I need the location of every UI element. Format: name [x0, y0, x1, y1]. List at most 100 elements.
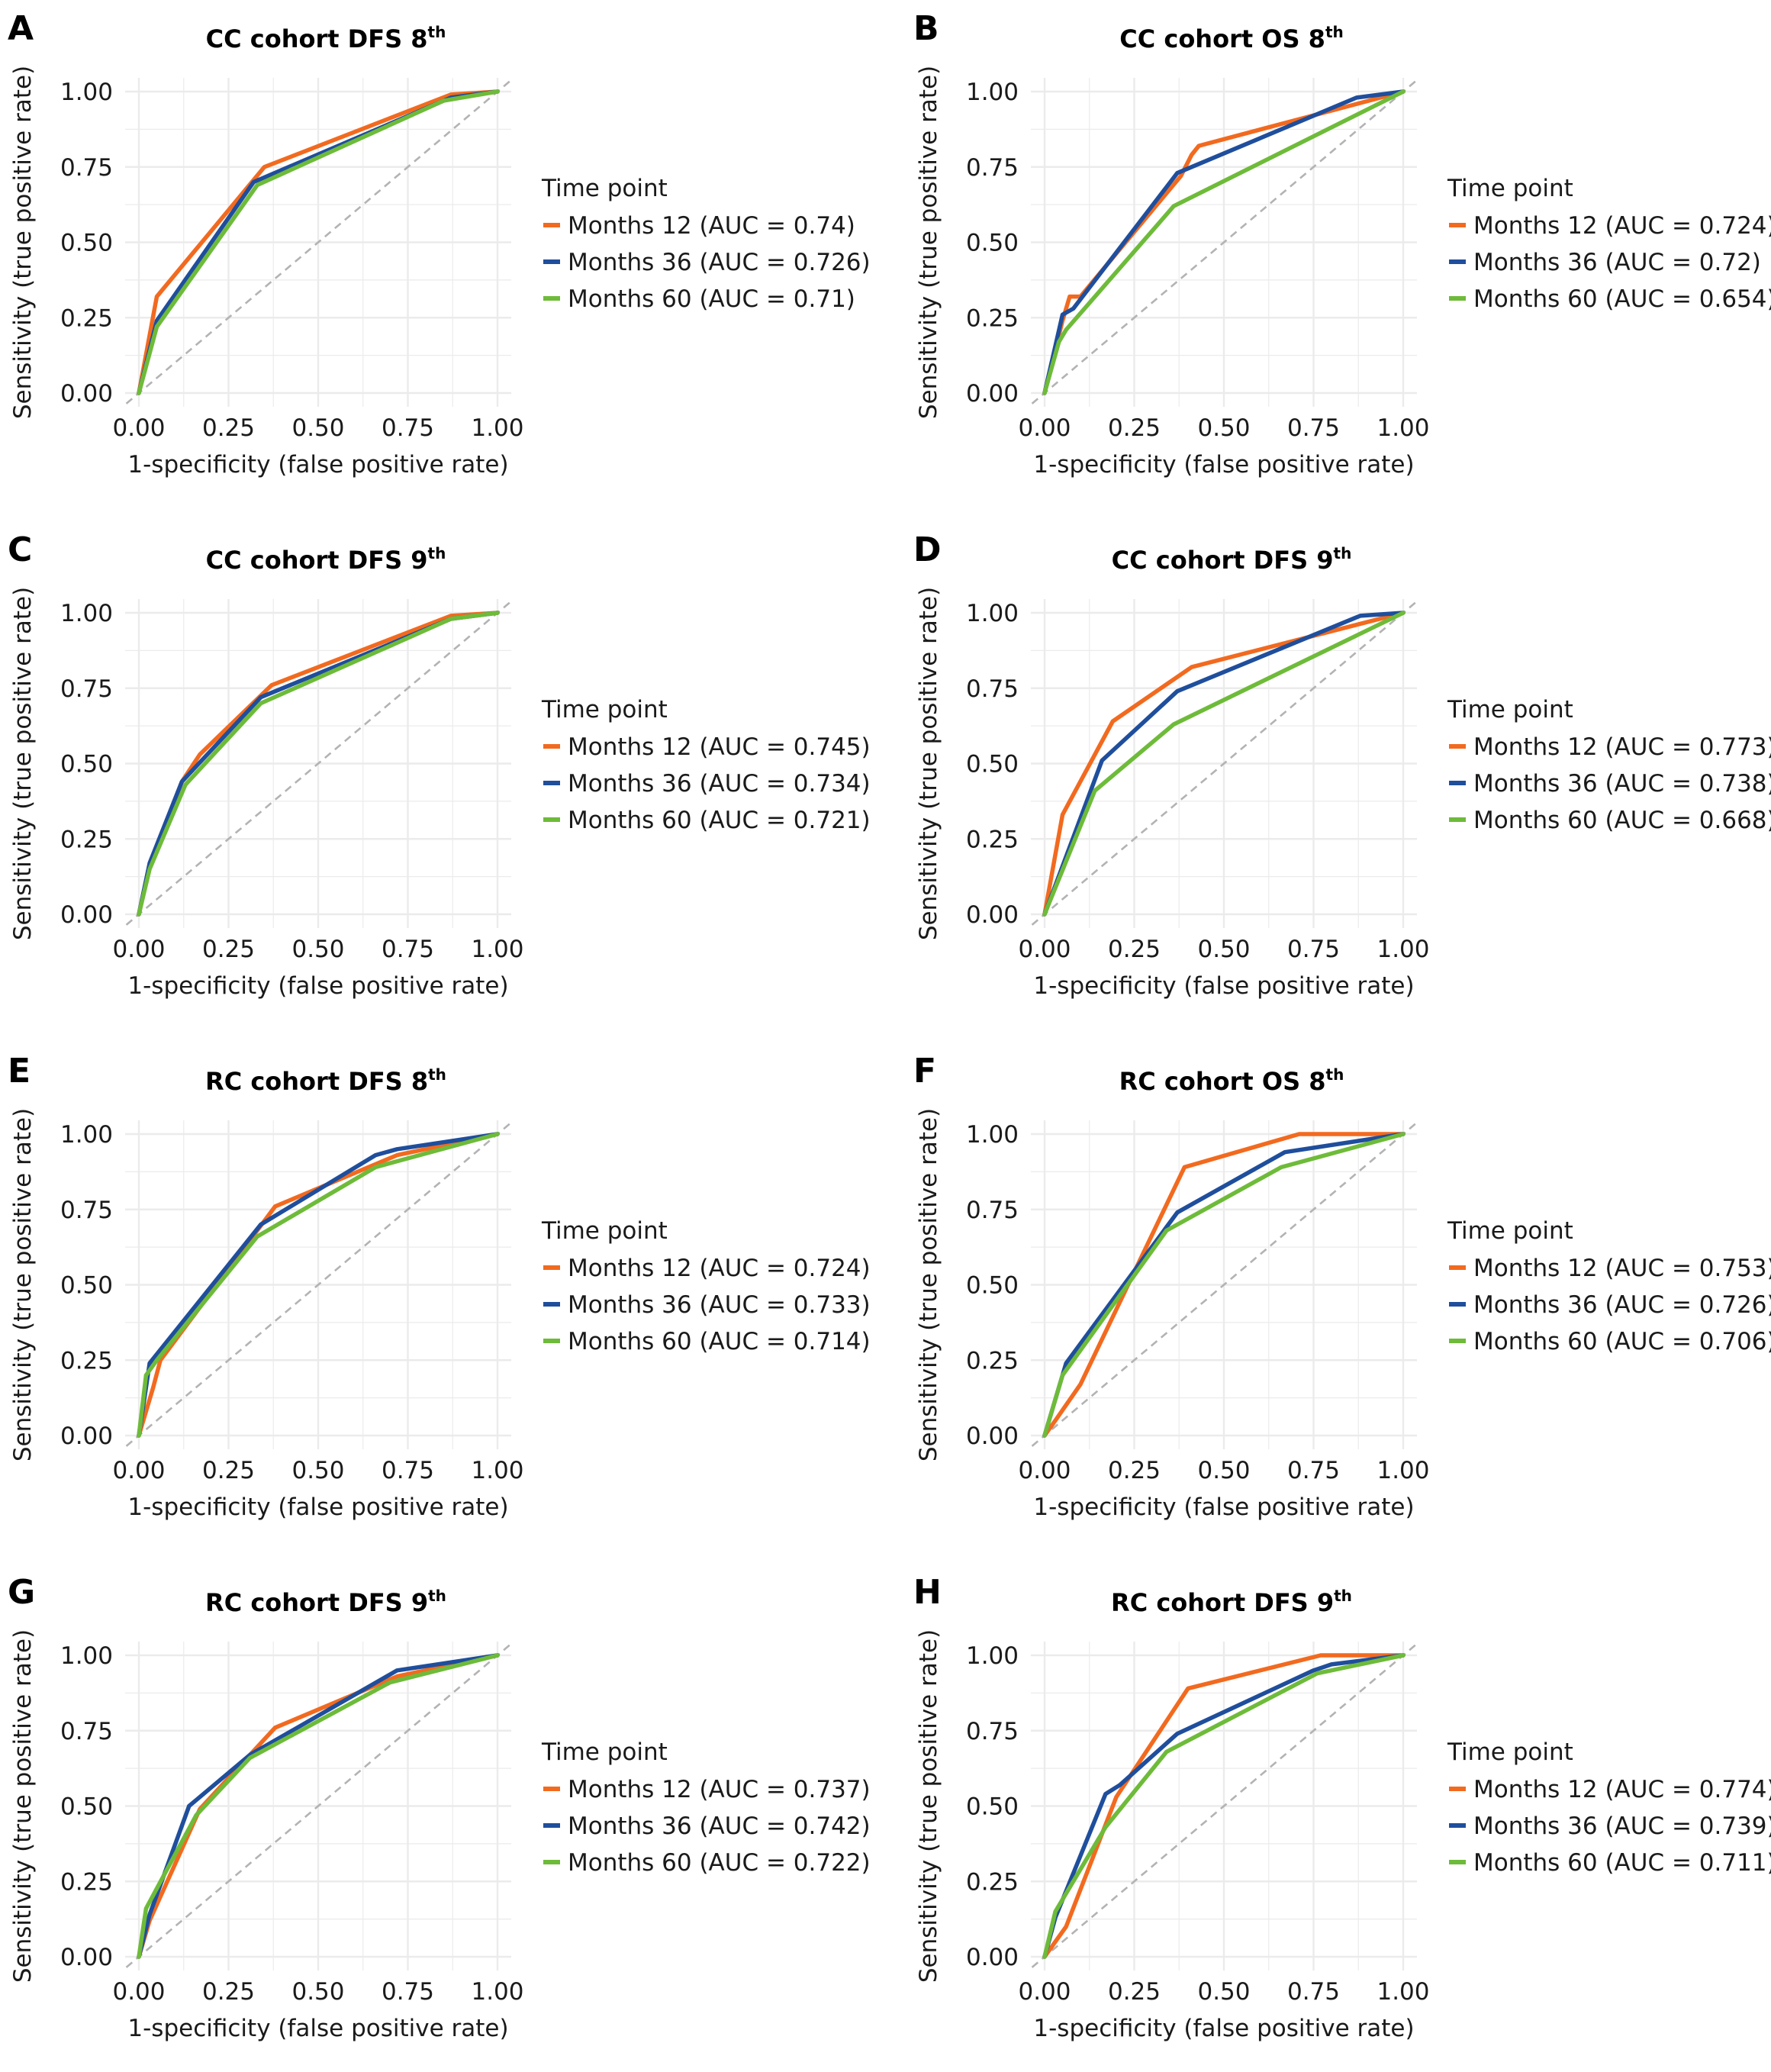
y-tick-label: 0.00	[966, 1423, 1019, 1450]
roc-curve-months-60	[1042, 611, 1406, 917]
y-tick-label: 0.00	[966, 1944, 1019, 1971]
x-tick-label: 1.00	[1377, 414, 1429, 442]
x-tick-label: 0.25	[202, 936, 255, 963]
roc-curve-months-60	[1042, 1132, 1406, 1438]
panel-letter: A	[8, 9, 34, 48]
roc-curve-months-60	[1042, 1653, 1406, 1959]
x-tick-label: 0.50	[291, 1457, 344, 1484]
y-tick-label: 1.00	[966, 79, 1019, 106]
x-tick-label: 0.25	[202, 1457, 255, 1484]
legend-title: Time point	[541, 175, 668, 202]
y-tick-label: 0.50	[60, 230, 113, 257]
legend-label: Months 36 (AUC = 0.733)	[568, 1291, 871, 1319]
y-tick-label: 0.75	[966, 675, 1019, 703]
x-tick-label: 1.00	[471, 936, 523, 963]
panel-title: RC cohort DFS 9th	[1111, 1587, 1352, 1617]
y-tick-label: 0.00	[966, 901, 1019, 929]
legend-title: Time point	[1447, 1738, 1573, 1766]
y-tick-label: 0.25	[966, 305, 1019, 332]
y-tick-label: 0.75	[60, 1197, 113, 1224]
roc-curve-months-60	[137, 89, 500, 395]
panel-title: RC cohort DFS 8th	[205, 1065, 446, 1096]
y-axis-title: Sensitivity (true positive rate)	[9, 1629, 37, 1983]
legend-label: Months 60 (AUC = 0.71)	[568, 285, 855, 313]
x-tick-label: 0.00	[1018, 1457, 1071, 1484]
legend-label: Months 36 (AUC = 0.726)	[568, 249, 871, 276]
x-tick-label: 1.00	[471, 414, 523, 442]
y-tick-label: 0.50	[966, 230, 1019, 257]
x-axis-title: 1-specificity (false positive rate)	[1033, 2015, 1414, 2042]
legend: Time point Months 12 (AUC = 0.774) Months …	[1447, 1738, 1771, 1877]
x-tick-label: 0.00	[112, 936, 165, 963]
legend: Time point Months 12 (AUC = 0.737) Months …	[541, 1738, 871, 1877]
y-tick-label: 1.00	[60, 1121, 113, 1149]
x-tick-label: 0.75	[382, 1457, 434, 1484]
roc-curve-months-12	[1042, 611, 1406, 917]
x-tick-label: 0.25	[202, 1978, 255, 2006]
grid	[125, 599, 511, 928]
reference-diagonal	[1031, 1644, 1417, 1968]
legend-label: Months 12 (AUC = 0.753)	[1473, 1255, 1771, 1282]
panel-d: D CC cohort DFS 9th 0.00 0.25 0.50 0.75 1.00 0.…	[913, 530, 1771, 1000]
roc-curve-months-36	[1042, 611, 1406, 917]
legend-label: Months 36 (AUC = 0.734)	[568, 770, 871, 798]
legend-title: Time point	[541, 696, 668, 723]
y-tick-label: 0.25	[60, 305, 113, 332]
x-tick-label: 1.00	[1377, 1457, 1429, 1484]
panel-letter: H	[913, 1573, 942, 1612]
legend-label: Months 60 (AUC = 0.721)	[568, 807, 871, 834]
legend-label: Months 12 (AUC = 0.773)	[1473, 733, 1771, 761]
legend: Time point Months 12 (AUC = 0.724) Months …	[1447, 175, 1771, 313]
legend-label: Months 36 (AUC = 0.738)	[1473, 770, 1771, 798]
y-tick-label: 0.50	[966, 1793, 1019, 1821]
legend-label: Months 60 (AUC = 0.654)	[1473, 285, 1771, 313]
x-tick-label: 0.50	[1197, 1978, 1250, 2006]
legend-title: Time point	[1447, 696, 1573, 723]
x-tick-label: 0.25	[1108, 1457, 1161, 1484]
legend-label: Months 60 (AUC = 0.706)	[1473, 1328, 1771, 1355]
x-tick-label: 0.50	[291, 936, 344, 963]
legend-label: Months 60 (AUC = 0.714)	[568, 1328, 871, 1355]
roc-curve-months-12	[137, 1132, 500, 1438]
legend: Time point Months 12 (AUC = 0.773) Months …	[1447, 696, 1771, 834]
panel-letter: E	[8, 1052, 31, 1091]
x-tick-label: 1.00	[1377, 1978, 1429, 2006]
panel-c: C CC cohort DFS 9th 0.00 0.25 0.50 0.75 1.00 0.…	[8, 530, 871, 1000]
y-axis-title: Sensitivity (true positive rate)	[915, 66, 942, 419]
grid	[1031, 78, 1417, 407]
y-tick-label: 0.50	[966, 751, 1019, 778]
y-tick-label: 0.00	[60, 1423, 113, 1450]
x-axis-title: 1-specificity (false positive rate)	[127, 451, 508, 479]
y-tick-label: 0.75	[966, 154, 1019, 182]
legend-title: Time point	[541, 1217, 668, 1245]
x-axis-title: 1-specificity (false positive rate)	[1033, 451, 1414, 479]
y-tick-label: 1.00	[60, 1642, 113, 1670]
x-tick-label: 0.50	[1197, 1457, 1250, 1484]
x-axis-title: 1-specificity (false positive rate)	[127, 972, 508, 1000]
reference-diagonal	[125, 601, 511, 926]
y-tick-label: 0.50	[60, 1793, 113, 1821]
legend-title: Time point	[1447, 1217, 1573, 1245]
panel-letter: D	[913, 530, 942, 569]
panel-e: E RC cohort DFS 8th 0.00 0.25 0.50 0.75 1.00 0.…	[8, 1052, 871, 1521]
y-tick-label: 0.25	[966, 826, 1019, 853]
y-axis-title: Sensitivity (true positive rate)	[9, 66, 37, 419]
x-tick-label: 0.00	[112, 414, 165, 442]
y-tick-label: 0.00	[60, 1944, 113, 1971]
y-tick-label: 0.25	[60, 1868, 113, 1896]
y-axis-title: Sensitivity (true positive rate)	[9, 587, 37, 940]
reference-diagonal	[125, 80, 511, 404]
y-tick-label: 0.50	[60, 1272, 113, 1300]
panel-title: CC cohort DFS 9th	[1112, 544, 1352, 575]
y-tick-label: 1.00	[60, 79, 113, 106]
legend-label: Months 60 (AUC = 0.711)	[1473, 1849, 1771, 1877]
y-tick-label: 0.00	[60, 901, 113, 929]
x-tick-label: 0.75	[1287, 936, 1340, 963]
x-axis-title: 1-specificity (false positive rate)	[127, 2015, 508, 2042]
x-tick-label: 1.00	[471, 1978, 523, 2006]
panel-letter: F	[913, 1052, 936, 1091]
legend-label: Months 12 (AUC = 0.724)	[1473, 212, 1771, 240]
x-tick-label: 0.25	[1108, 936, 1161, 963]
panel-a: A CC cohort DFS 8th 0.00 0.25 0.50 0.75 1.00 0.…	[8, 9, 871, 479]
legend: Time point Months 12 (AUC = 0.724) Months …	[541, 1217, 871, 1355]
